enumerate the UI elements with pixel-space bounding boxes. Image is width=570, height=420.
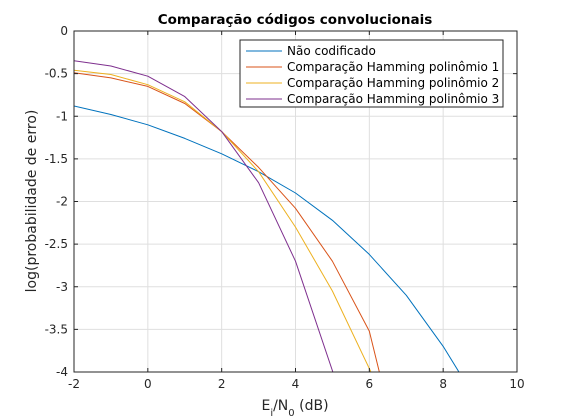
x-tick-label: 2 <box>218 377 226 391</box>
x-tick-label: 6 <box>366 377 374 391</box>
y-tick-label: -1 <box>56 109 68 123</box>
chart-title: Comparação códigos convolucionais <box>158 12 433 28</box>
y-tick-label: -2.5 <box>45 237 68 251</box>
legend-label-3: Comparação Hamming polinômio 2 <box>287 76 499 90</box>
y-tick-label: -3.5 <box>45 322 68 336</box>
x-tick-label: 0 <box>144 377 152 391</box>
y-axis-label: log(probabilidade de erro) <box>24 110 40 293</box>
legend-label-1: Não codificado <box>287 44 376 58</box>
x-axis-label-sub2: 0 <box>288 408 294 419</box>
series-line-1 <box>74 105 460 372</box>
y-tick-label: -4 <box>56 365 68 379</box>
y-tick-label: -1.5 <box>45 152 68 166</box>
x-axis-label-tail: (dB) <box>295 398 329 414</box>
x-axis-label: Ei/N0 (dB) <box>261 398 328 419</box>
legend-box <box>239 39 504 108</box>
x-tick-label: 8 <box>439 377 447 391</box>
y-tick-label: 0 <box>60 24 68 38</box>
y-tick-label: -3 <box>56 280 68 294</box>
x-axis-label-base: E <box>261 398 270 414</box>
legend: Não codificado Comparação Hamming polinôm… <box>239 39 504 108</box>
series-layer <box>74 60 460 372</box>
ticks: -2 0 2 4 6 8 10 0 -0.5 -1 -1.5 -2 -2.5 -3 -3.5 -4 <box>45 24 525 391</box>
x-tick-label: 4 <box>292 377 300 391</box>
x-tick-label: -2 <box>68 377 80 391</box>
y-tick-label: -0.5 <box>45 67 68 81</box>
legend-label-2: Comparação Hamming polinômio 1 <box>287 60 499 74</box>
x-axis-label-mid: /N <box>273 398 288 414</box>
legend-label-4: Comparação Hamming polinômio 3 <box>287 92 499 106</box>
x-tick-label: 10 <box>509 377 524 391</box>
series-line-2 <box>74 72 380 372</box>
x-axis-label-sub1: i <box>270 408 273 419</box>
series-line-4 <box>74 60 334 372</box>
y-tick-label: -2 <box>56 195 68 209</box>
